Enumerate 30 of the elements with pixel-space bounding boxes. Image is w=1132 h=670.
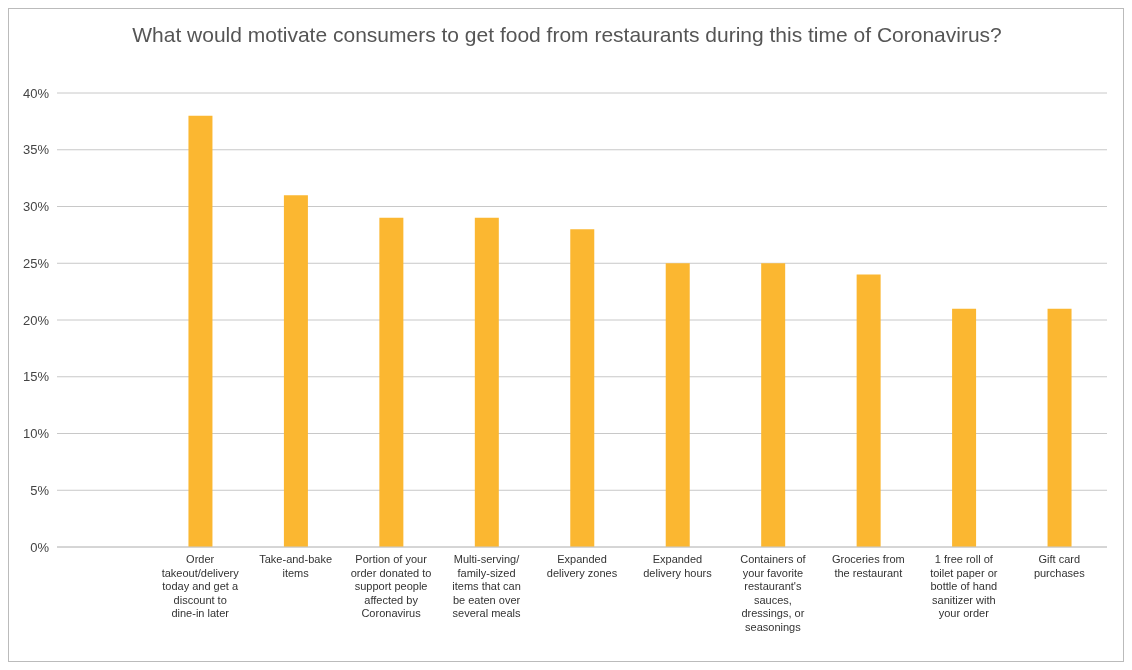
x-tick-label: Take-and-bake items <box>259 553 333 579</box>
x-tick-label: Portion of your order donated to support people affected by Coronavirus <box>350 553 432 619</box>
x-tick-label: Expanded delivery hours <box>643 553 713 579</box>
bar <box>283 195 308 547</box>
x-tick-label: Expanded delivery zones <box>546 553 618 579</box>
y-tick-label: 25% <box>22 255 50 271</box>
bar <box>1047 308 1072 547</box>
y-tick-label: 0% <box>30 539 50 555</box>
y-tick-label: 40% <box>22 85 50 101</box>
bar <box>188 115 213 547</box>
y-tick-label: 30% <box>22 199 50 215</box>
x-tick-label: Multi-serving/ family-sized items that can be eaten over several meals <box>452 553 521 619</box>
x-tick-label: Order takeout/delivery today and get a discount to dine-in later <box>161 553 240 619</box>
x-tick-label: Groceries from the restaurant <box>831 553 905 579</box>
y-tick-label: 5% <box>30 482 50 498</box>
x-tick-label: Containers of your favorite restaurant's sauces, dressings, or seasonings <box>740 553 807 633</box>
x-tick-label: 1 free roll of toilet paper or bottle of hand sanitizer with your order <box>930 553 998 619</box>
bar <box>856 274 881 547</box>
bar <box>570 229 595 547</box>
y-tick-label: 10% <box>22 426 50 442</box>
bar <box>665 263 690 547</box>
y-tick-label: 15% <box>22 369 50 385</box>
bar <box>952 308 977 547</box>
bar <box>761 263 786 547</box>
bar <box>474 217 499 547</box>
x-tick-label: Gift card purchases <box>1033 553 1086 579</box>
y-tick-label: 35% <box>22 142 50 158</box>
y-tick-label: 20% <box>22 312 50 328</box>
chart-title: What would motivate consumers to get food from restaurants during this time of Coronavirus? <box>131 23 1003 47</box>
bar <box>379 217 404 547</box>
